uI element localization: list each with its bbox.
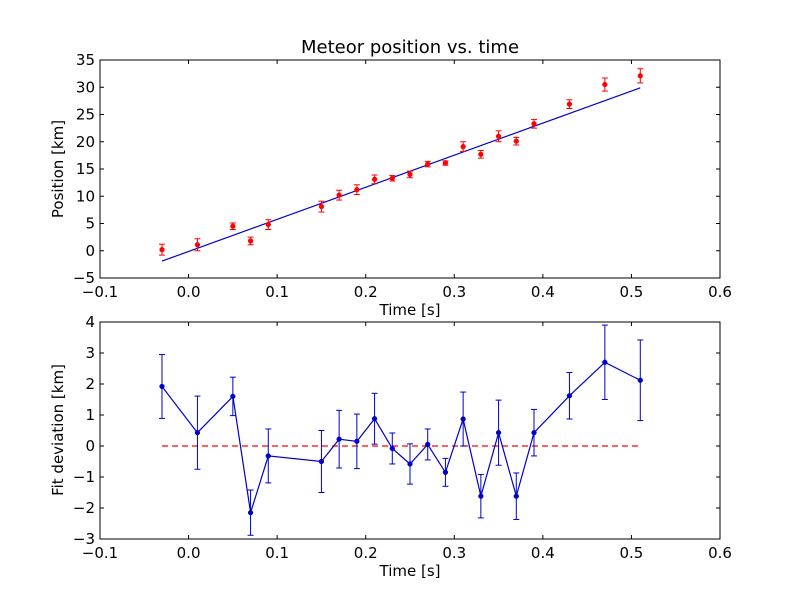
position-plot-xtick-label: 0.2 — [354, 283, 378, 301]
deviation-point — [425, 441, 431, 448]
position-point — [371, 176, 378, 183]
position-plot-data — [159, 68, 644, 262]
position-point — [442, 160, 449, 166]
position-point — [336, 192, 342, 198]
position-point — [230, 223, 236, 229]
position-point — [460, 144, 466, 150]
position-point — [566, 101, 573, 107]
position-point — [194, 242, 201, 248]
position-plot-xtick-label: 0.3 — [442, 283, 466, 301]
deviation-point — [159, 383, 165, 390]
position-point — [531, 121, 537, 127]
deviation-point — [318, 458, 325, 465]
deviation-point — [442, 469, 449, 476]
position-point — [247, 238, 254, 244]
fit-line — [161, 87, 641, 262]
position-plot-ticks: −0.1 0.0 0.1 0.2 0.3 0.4 0.5 0.6 −5 0 5 10 15 20 25 30 3… — [73, 51, 732, 301]
deviation-point — [265, 453, 271, 459]
position-point — [513, 138, 519, 144]
deviation-plot-ytick-label: −2 — [73, 499, 95, 517]
deviation-plot-frame — [99, 321, 721, 540]
deviation-point — [194, 430, 201, 436]
deviation-point — [495, 430, 502, 436]
deviation-point — [354, 438, 360, 445]
position-plot-ytick-label: 15 — [76, 160, 95, 178]
position-point — [318, 203, 325, 210]
position-point — [159, 247, 165, 253]
deviation-plot-xtick-label: 0.4 — [531, 544, 555, 562]
deviation-plot-ytick-label: 3 — [85, 344, 95, 362]
position-point — [478, 151, 484, 157]
deviation-plot-ytick-label: −1 — [73, 468, 95, 486]
deviation-plot-xtick-label: 0.1 — [265, 544, 289, 562]
deviation-plot-xtick-label: 0.3 — [442, 544, 466, 562]
position-point — [425, 161, 431, 167]
deviation-point — [247, 510, 254, 516]
deviation-plot-xtick-label: 0.0 — [177, 544, 201, 562]
deviation-point — [566, 393, 573, 399]
position-plot-xtick-label: 0.4 — [531, 283, 555, 301]
position-point — [637, 73, 643, 79]
deviation-point — [460, 416, 466, 422]
deviation-point — [637, 377, 643, 383]
position-plot-ytick-label: 5 — [85, 215, 95, 233]
deviation-plot-xtick-label: 0.6 — [708, 544, 732, 562]
position-point — [495, 133, 502, 139]
position-plot-ytick-label: 30 — [76, 78, 95, 96]
deviation-plot-ylabel: Fit deviation [km] — [49, 364, 67, 496]
deviation-plot-xlabel: Time [s] — [379, 562, 441, 580]
position-point — [602, 81, 608, 88]
deviation-plot-xtick-label: 0.5 — [619, 544, 643, 562]
deviation-plot: −0.1 0.0 0.1 0.2 0.3 0.4 0.5 0.6 −3 −2 −1 0 1 2 3 4 Tim… — [49, 313, 732, 580]
deviation-point — [407, 461, 413, 467]
deviation-plot-ytick-label: 0 — [85, 437, 95, 455]
position-plot-ytick-label: 35 — [76, 51, 95, 69]
position-point — [407, 171, 413, 178]
position-plot-ylabel: Position [km] — [49, 120, 67, 218]
deviation-plot-data — [159, 324, 644, 536]
deviation-point — [230, 393, 236, 400]
position-plot-xtick-label: 0.6 — [708, 283, 732, 301]
deviation-point — [602, 359, 608, 365]
position-plot-ytick-label: 10 — [76, 187, 95, 205]
position-plot-ytick-label: −5 — [73, 269, 95, 287]
position-plot: Meteor position vs. time −0.1 0.0 0.1 0.2 0.… — [49, 37, 732, 319]
deviation-plot-ytick-label: 4 — [85, 313, 95, 331]
deviation-point — [371, 416, 378, 422]
deviation-point — [478, 493, 484, 499]
position-point — [265, 221, 271, 228]
deviation-point — [336, 436, 342, 442]
deviation-point — [389, 445, 395, 452]
deviation-plot-ytick-label: 2 — [85, 375, 95, 393]
deviation-point — [513, 493, 519, 499]
position-plot-xtick-label: 0.5 — [619, 283, 643, 301]
deviation-point — [531, 430, 537, 436]
position-plot-xlabel: Time [s] — [379, 301, 441, 319]
position-plot-xtick-label: 0.0 — [177, 283, 201, 301]
deviation-plot-ticks: −0.1 0.0 0.1 0.2 0.3 0.4 0.5 0.6 −3 −2 −1 0 1 2 3 4 — [73, 313, 732, 562]
position-plot-title: Meteor position vs. time — [301, 37, 519, 58]
position-plot-xtick-label: 0.1 — [265, 283, 289, 301]
deviation-plot-ytick-label: 1 — [85, 406, 95, 424]
position-plot-ytick-label: 0 — [85, 242, 95, 260]
position-point — [389, 175, 395, 181]
deviation-plot-xtick-label: 0.2 — [354, 544, 378, 562]
deviation-plot-ytick-label: −3 — [73, 530, 95, 548]
position-point — [354, 187, 360, 193]
position-plot-ytick-label: 20 — [76, 133, 95, 151]
deviation-plot-xtick-label: −0.1 — [82, 544, 118, 562]
position-plot-xtick-label: −0.1 — [82, 283, 118, 301]
position-plot-ytick-label: 25 — [76, 106, 95, 124]
